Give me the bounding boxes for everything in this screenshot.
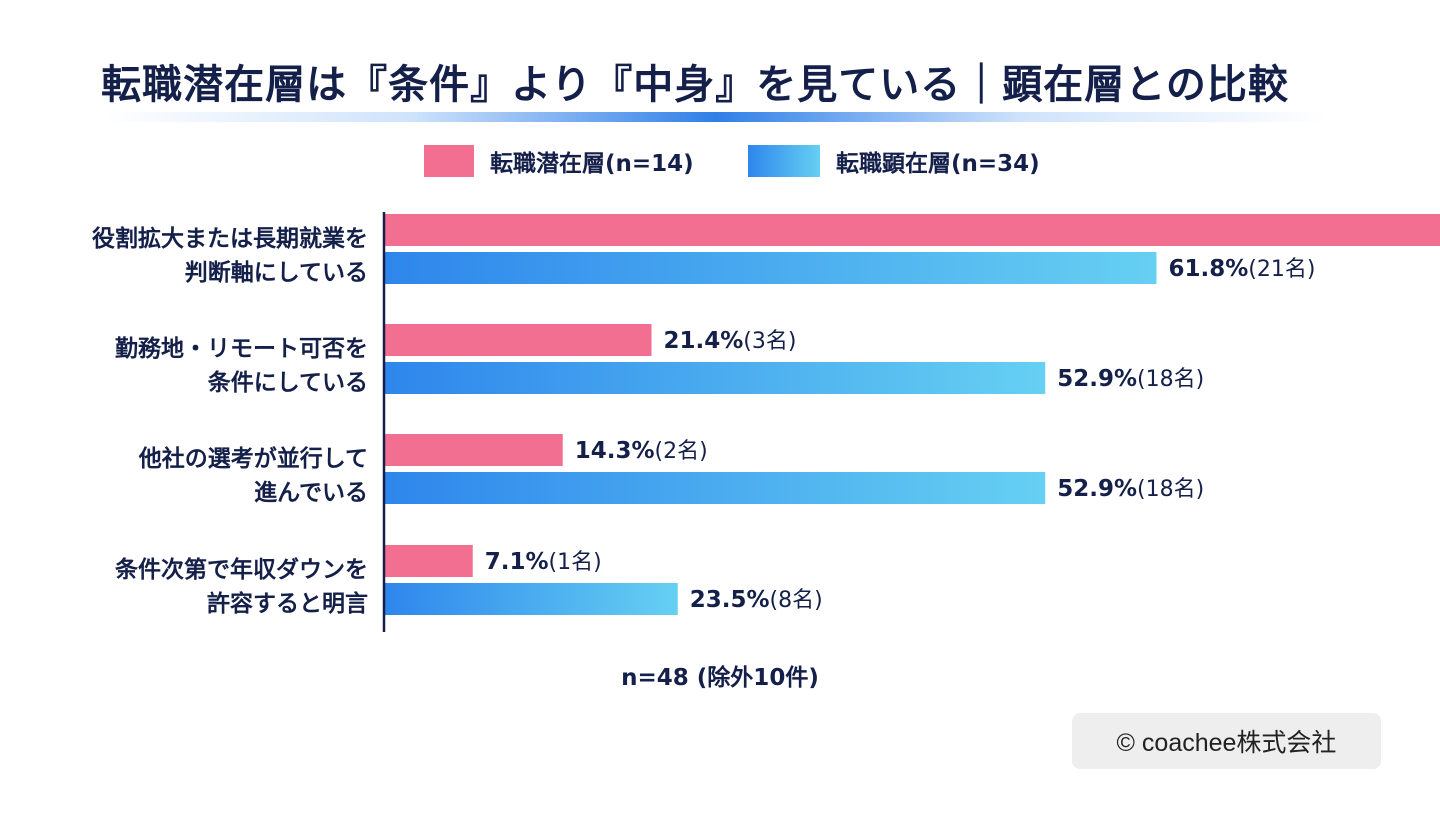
legend-label-active: 転職顕在層(n=34) (836, 151, 1040, 177)
bar-active (384, 472, 1046, 504)
category-label: 条件次第で年収ダウンを (115, 556, 368, 583)
legend-swatch-latent (424, 145, 474, 177)
bar-latent (384, 324, 652, 356)
legend-label-latent: 転職潜在層(n=14) (490, 151, 694, 177)
category-label: 判断軸にしている (185, 259, 368, 286)
data-label: 61.8%(21名) (1169, 256, 1316, 282)
data-label: 21.4%(3名) (664, 328, 797, 354)
title-underline (104, 112, 1328, 122)
sample-size-note: n=48 (除外10件) (621, 665, 819, 691)
data-label: 14.3%(2名) (575, 438, 708, 464)
data-label: 52.9%(18名) (1057, 476, 1204, 502)
bar-active (384, 362, 1046, 394)
bar-latent (384, 434, 563, 466)
chart-title: 転職潜在層は『条件』より『中身』を見ている｜顕在層との比較 (101, 62, 1289, 108)
bar-active (384, 252, 1157, 284)
category-label: 役割拡大または長期就業を (92, 225, 368, 252)
category-label: 許容すると明言 (207, 590, 368, 617)
data-label: 52.9%(18名) (1057, 366, 1204, 392)
category-label: 勤務地・リモート可否を (115, 335, 368, 362)
legend-swatch-active (748, 145, 820, 177)
legend-item-active: 転職顕在層(n=34) (748, 144, 1040, 178)
data-label: 23.5%(8名) (690, 587, 823, 613)
category-label: 条件にしている (208, 369, 368, 396)
legend-item-latent: 転職潜在層(n=14) (424, 144, 694, 178)
bar-latent (384, 214, 1440, 246)
copyright-badge: © coachee株式会社 (1072, 713, 1381, 769)
data-label: 7.1%(1名) (485, 549, 602, 575)
bar-active (384, 583, 678, 615)
category-label: 他社の選考が並行して (138, 445, 368, 472)
bar-latent (384, 545, 473, 577)
category-label: 進んでいる (254, 480, 368, 506)
